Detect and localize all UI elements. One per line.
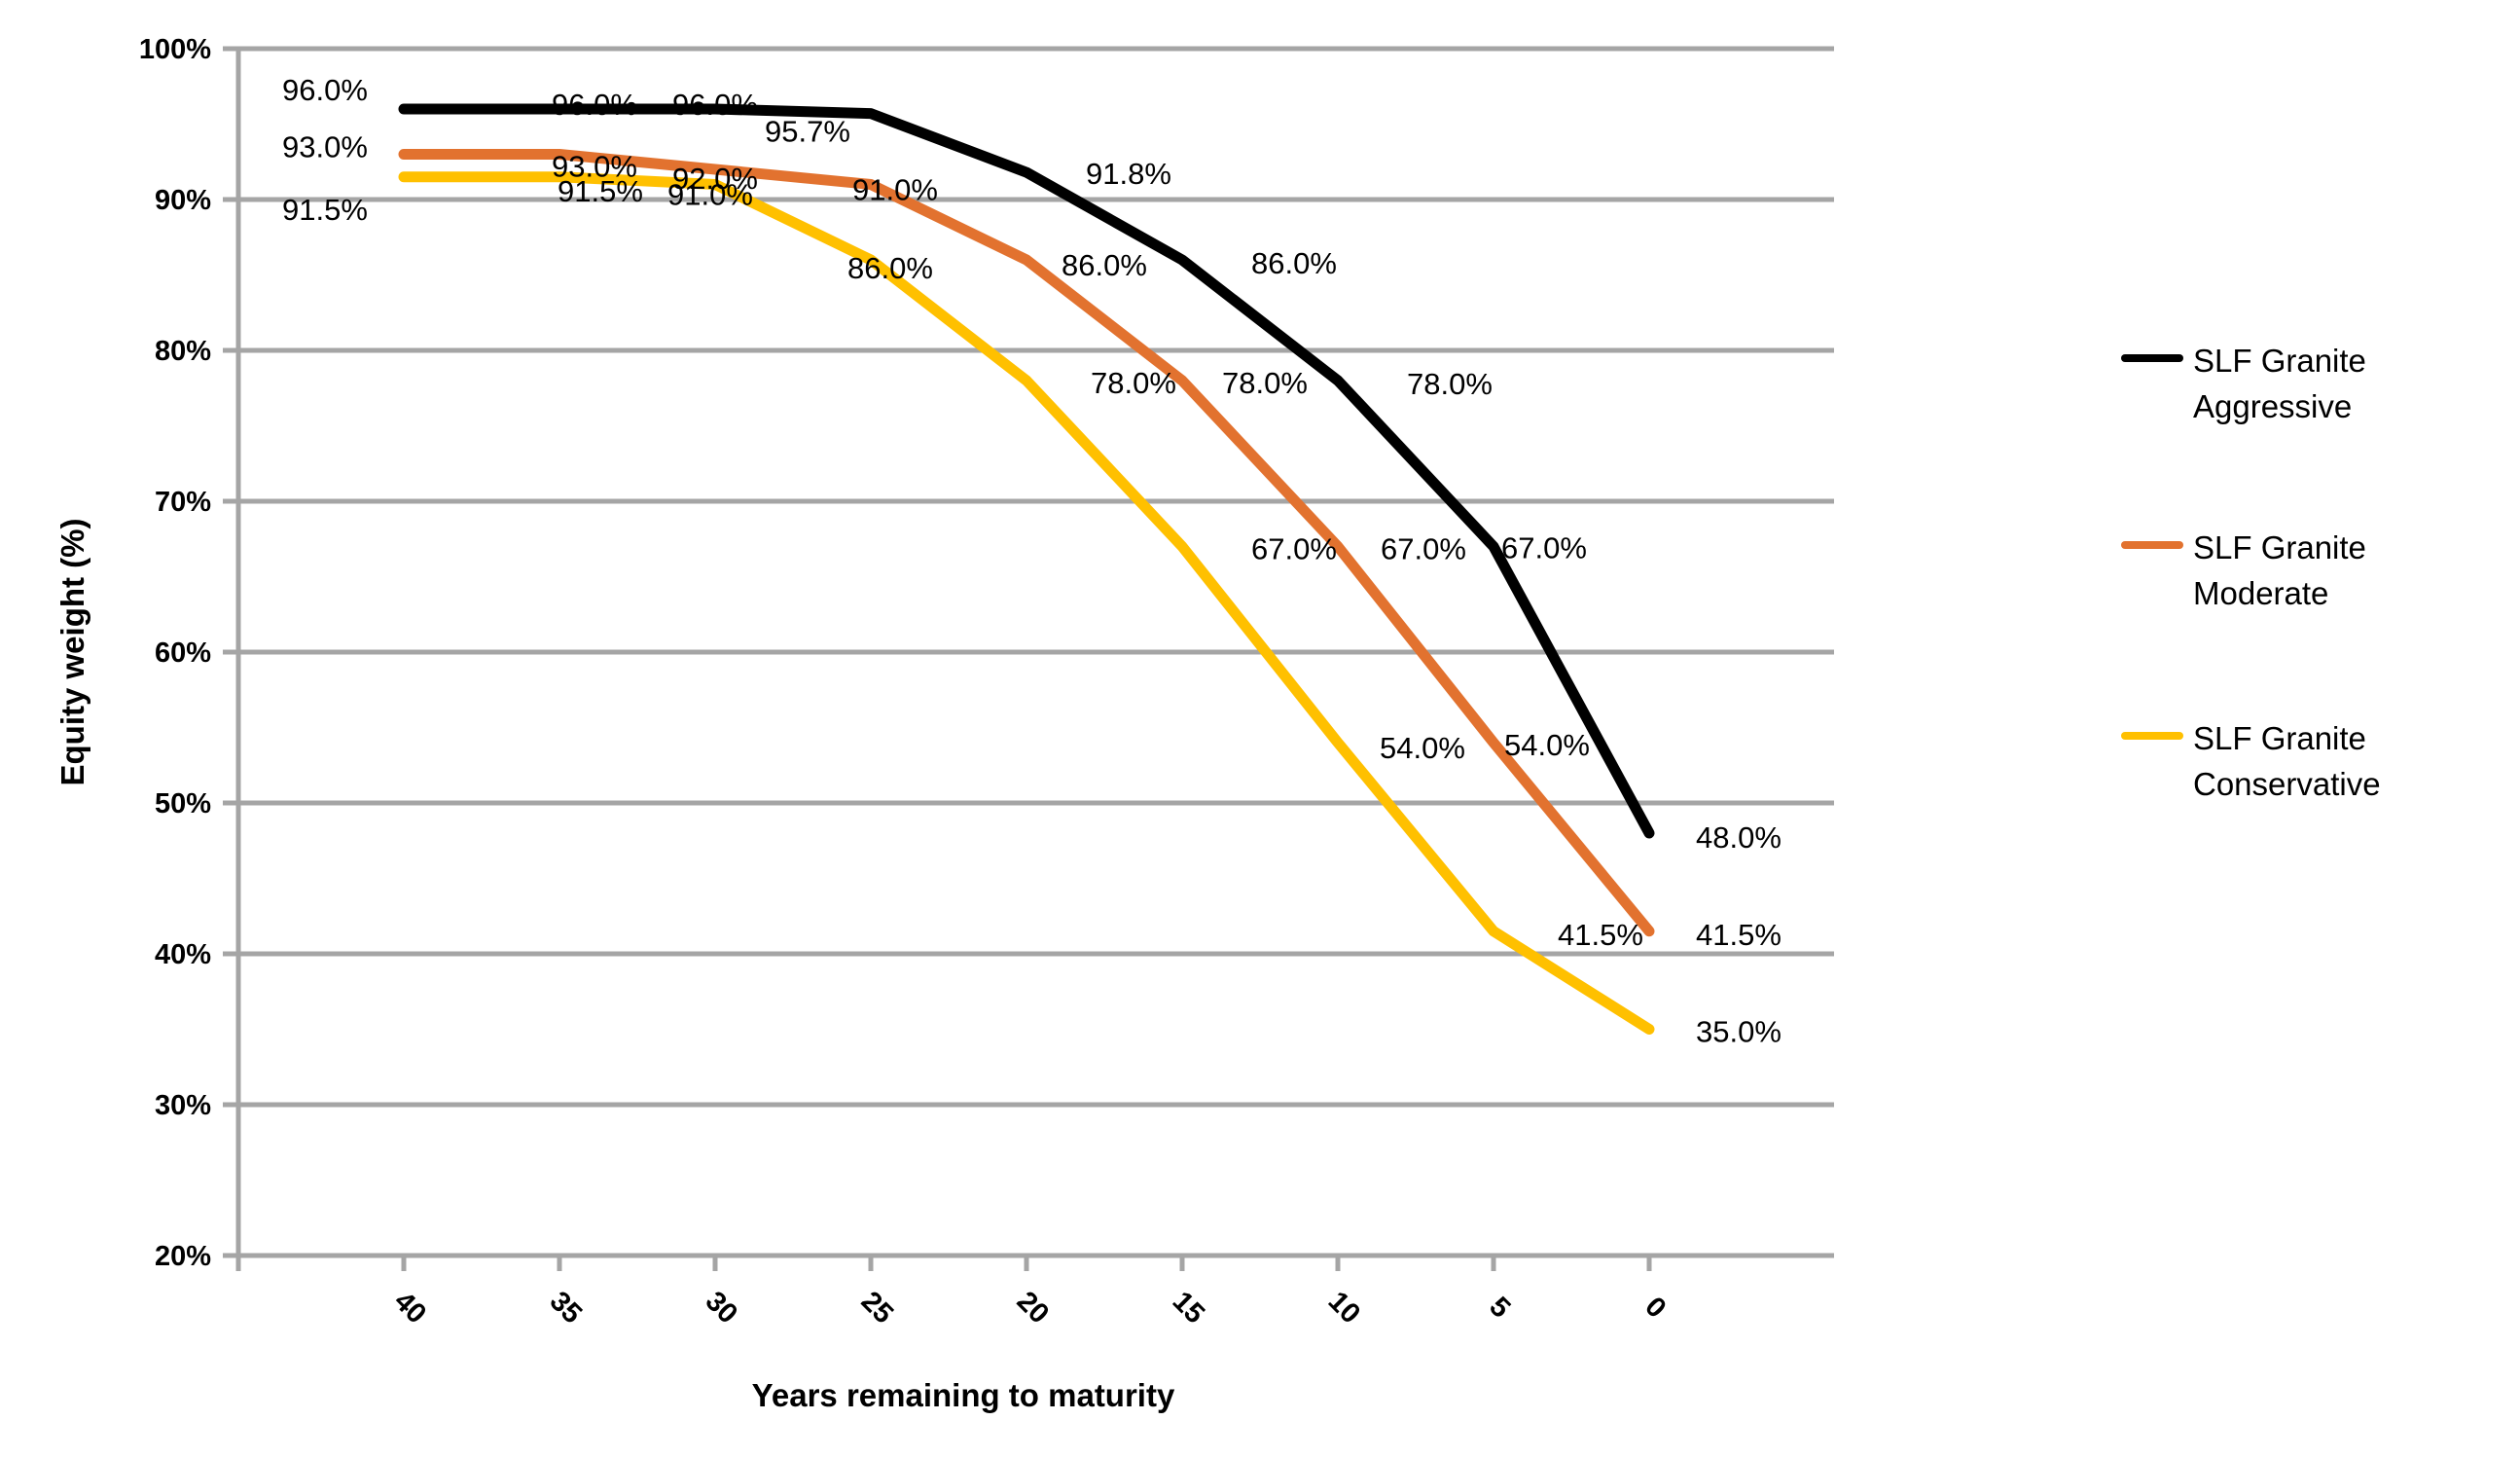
data-label: 96.0% xyxy=(672,88,758,122)
data-label: 54.0% xyxy=(1380,731,1465,765)
x-tick-label: 10 xyxy=(1322,1286,1366,1330)
data-label: 95.7% xyxy=(765,115,850,149)
x-tick-label: 35 xyxy=(544,1286,588,1330)
data-label: 86.0% xyxy=(1251,246,1337,280)
data-label: 67.0% xyxy=(1381,532,1466,566)
legend: SLF Granite Aggressive SLF Granite Moder… xyxy=(2121,0,2510,1457)
legend-swatch xyxy=(2121,541,2183,549)
data-label: 92.0% xyxy=(672,162,758,196)
legend-item-label: SLF Granite Conservative xyxy=(2193,720,2381,802)
legend-item: SLF Granite Moderate xyxy=(2121,526,2427,617)
y-tick-label: 60% xyxy=(155,637,211,669)
data-label: 41.5% xyxy=(1696,918,1782,952)
y-tick-label: 50% xyxy=(155,788,211,820)
data-label: 48.0% xyxy=(1696,820,1782,855)
data-label: 86.0% xyxy=(847,251,933,285)
series-line-slf-granite-moderate xyxy=(398,149,1655,937)
data-label: 78.0% xyxy=(1407,367,1493,401)
data-label: 67.0% xyxy=(1501,531,1587,565)
data-label: 91.0% xyxy=(667,178,753,212)
data-label: 93.0% xyxy=(282,130,368,164)
y-tick-label: 40% xyxy=(155,939,211,970)
data-label: 41.5% xyxy=(1558,918,1643,952)
data-label: 93.0% xyxy=(552,150,637,184)
data-label: 67.0% xyxy=(1251,532,1337,566)
data-label: 35.0% xyxy=(1696,1015,1782,1049)
y-tick-label: 100% xyxy=(139,34,211,65)
data-label: 78.0% xyxy=(1222,366,1308,400)
y-tick-label: 70% xyxy=(155,487,211,518)
x-tick-label: 15 xyxy=(1167,1286,1210,1330)
x-tick-label: 30 xyxy=(700,1286,743,1330)
x-tick-label: 40 xyxy=(388,1286,432,1330)
series-line-slf-granite-conservative xyxy=(398,171,1655,1035)
data-label: 96.0% xyxy=(552,88,637,122)
x-tick-label: 5 xyxy=(1483,1292,1516,1325)
data-label: 91.0% xyxy=(852,173,938,207)
data-label: 91.5% xyxy=(558,174,643,208)
data-label: 96.0% xyxy=(282,73,368,107)
legend-item: SLF Granite Aggressive xyxy=(2121,339,2427,430)
y-tick-label: 20% xyxy=(155,1241,211,1272)
series-line-slf-granite-aggressive xyxy=(398,103,1655,839)
y-tick-label: 80% xyxy=(155,336,211,367)
y-tick-label: 90% xyxy=(155,185,211,216)
x-tick-label: 25 xyxy=(855,1286,899,1330)
y-tick-label: 30% xyxy=(155,1090,211,1121)
legend-item-label: SLF Granite Moderate xyxy=(2193,529,2366,611)
data-label: 86.0% xyxy=(1062,248,1147,282)
legend-item-label: SLF Granite Aggressive xyxy=(2193,343,2366,424)
data-label: 54.0% xyxy=(1504,728,1590,762)
data-label: 78.0% xyxy=(1091,366,1176,400)
x-tick-label: 0 xyxy=(1638,1292,1672,1325)
legend-swatch xyxy=(2121,354,2183,362)
data-label: 91.5% xyxy=(282,193,368,227)
x-axis-title: Years remaining to maturity xyxy=(751,1377,1175,1413)
data-label: 91.8% xyxy=(1086,157,1171,191)
legend-swatch xyxy=(2121,732,2183,740)
x-tick-label: 20 xyxy=(1011,1286,1055,1330)
legend-item: SLF Granite Conservative xyxy=(2121,716,2427,808)
y-axis-title: Equity weight (%) xyxy=(54,518,90,786)
